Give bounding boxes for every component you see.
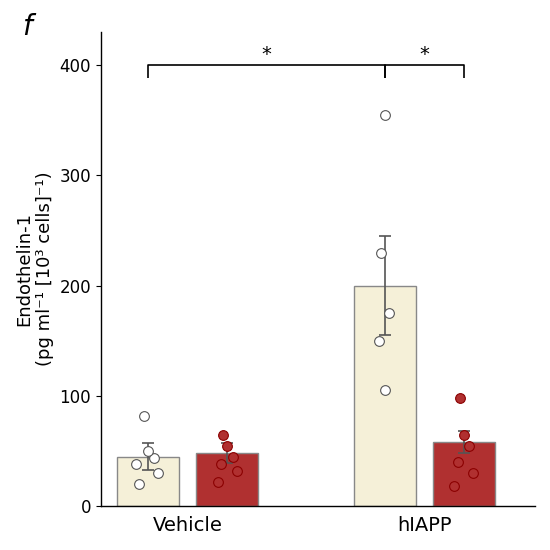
Bar: [433, 442, 495, 507]
Text: *: *: [262, 45, 272, 64]
Y-axis label: Endothelin-1
(pg ml⁻¹ [10³ cells]⁻¹): Endothelin-1 (pg ml⁻¹ [10³ cells]⁻¹): [15, 172, 54, 366]
Bar: [196, 453, 258, 507]
Text: f: f: [23, 13, 32, 41]
Bar: [354, 285, 416, 507]
Text: *: *: [420, 45, 430, 64]
Bar: [117, 456, 179, 507]
